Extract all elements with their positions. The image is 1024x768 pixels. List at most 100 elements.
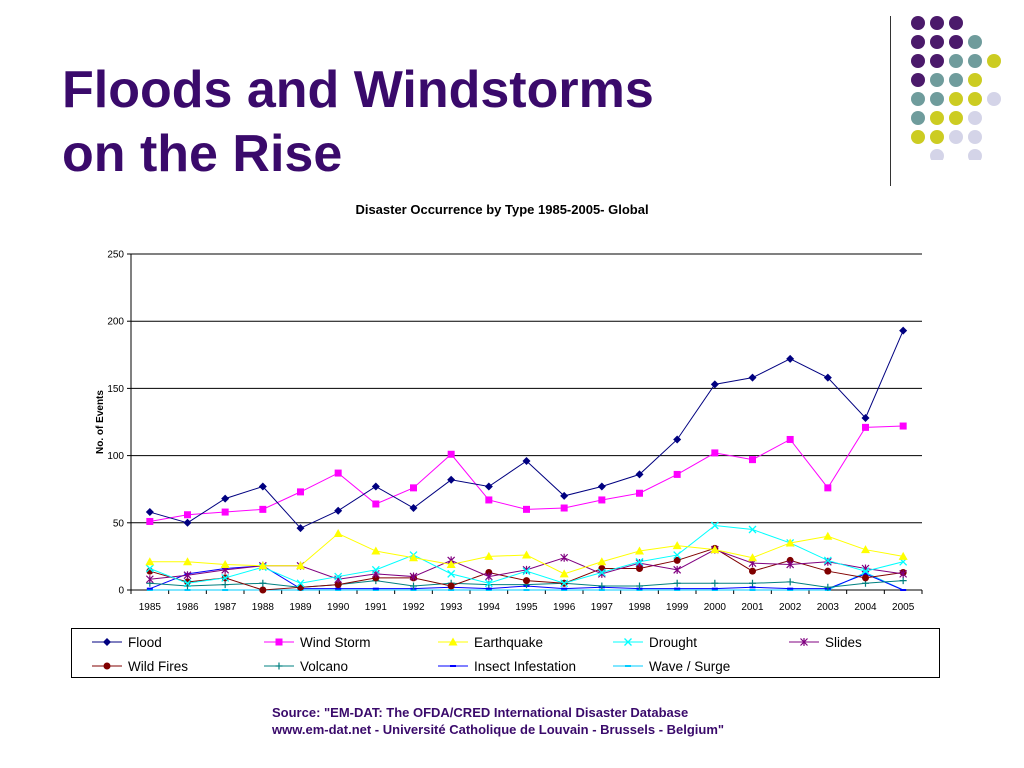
data-point bbox=[484, 572, 493, 581]
data-point bbox=[484, 551, 494, 560]
data-point bbox=[183, 518, 192, 527]
decorative-dot bbox=[930, 149, 944, 160]
line-chart: 0 50 100 150 200 250 1985 1986 1987 1988 1989 1990 1… bbox=[95, 250, 923, 613]
decorative-dot bbox=[930, 130, 944, 144]
data-point bbox=[786, 578, 794, 586]
data-point bbox=[711, 589, 718, 591]
legend-item: Wave / Surge bbox=[613, 656, 730, 676]
data-point bbox=[824, 567, 832, 575]
x-tick-label: 1986 bbox=[176, 602, 199, 613]
data-point bbox=[636, 489, 643, 497]
data-point bbox=[183, 579, 192, 588]
data-point bbox=[259, 505, 267, 513]
data-point bbox=[899, 569, 908, 578]
legend-item: Wind Storm bbox=[264, 632, 371, 652]
x-tick-label: 1985 bbox=[139, 602, 162, 613]
legend-item: Drought bbox=[613, 632, 697, 652]
y-tick-label: 150 bbox=[107, 384, 124, 395]
data-point bbox=[334, 506, 343, 515]
source-line-2: www.em-dat.net - Université Catholique d… bbox=[272, 722, 725, 737]
decorative-dot bbox=[911, 35, 925, 49]
legend-label: Flood bbox=[128, 634, 162, 650]
data-point bbox=[485, 496, 493, 504]
data-point bbox=[409, 572, 418, 581]
decorative-dot bbox=[968, 54, 982, 68]
legend-swatch bbox=[438, 637, 468, 646]
legend-label: Drought bbox=[649, 634, 698, 650]
data-point bbox=[485, 589, 492, 591]
data-point bbox=[560, 579, 569, 588]
data-point bbox=[635, 470, 644, 479]
decorative-dot bbox=[911, 92, 925, 106]
data-point bbox=[597, 569, 606, 578]
legend-swatch bbox=[613, 665, 643, 667]
data-point bbox=[674, 589, 681, 591]
data-point bbox=[862, 571, 869, 574]
decorative-dot bbox=[949, 92, 963, 106]
x-tick-label: 1991 bbox=[365, 602, 388, 613]
data-point bbox=[711, 579, 719, 587]
data-point bbox=[220, 559, 230, 568]
x-tick-label: 1987 bbox=[214, 602, 237, 613]
data-point bbox=[561, 589, 568, 591]
data-point bbox=[674, 587, 681, 590]
decorative-dot bbox=[930, 73, 944, 87]
data-point bbox=[900, 589, 907, 591]
data-point bbox=[823, 373, 832, 382]
x-tick-label: 2003 bbox=[817, 602, 840, 613]
data-point bbox=[711, 449, 719, 457]
decorative-dot bbox=[911, 111, 925, 125]
data-point bbox=[523, 577, 530, 585]
data-point bbox=[824, 484, 832, 492]
decorative-dot bbox=[911, 130, 925, 144]
data-point bbox=[861, 413, 870, 422]
data-point bbox=[636, 564, 643, 572]
x-tick-label: 1990 bbox=[327, 602, 350, 613]
data-point bbox=[899, 422, 907, 430]
data-point bbox=[296, 579, 305, 588]
decorative-dot bbox=[930, 92, 944, 106]
data-point bbox=[710, 521, 719, 530]
data-point bbox=[447, 450, 455, 458]
data-point bbox=[786, 560, 795, 569]
data-point bbox=[673, 551, 682, 560]
data-point bbox=[447, 475, 456, 484]
data-point bbox=[636, 589, 643, 591]
data-point bbox=[560, 553, 569, 562]
data-point bbox=[146, 517, 154, 525]
data-point bbox=[372, 587, 379, 590]
x-tick-label: 1996 bbox=[553, 602, 576, 613]
data-point bbox=[749, 456, 756, 464]
data-point bbox=[409, 504, 418, 513]
x-tick-label: 1995 bbox=[515, 602, 538, 613]
decorative-dot bbox=[968, 92, 982, 106]
data-point bbox=[522, 550, 531, 559]
data-point bbox=[749, 589, 756, 591]
x-tick-label: 1997 bbox=[591, 602, 614, 613]
data-point bbox=[484, 482, 493, 491]
data-point bbox=[184, 578, 191, 586]
data-point bbox=[523, 505, 530, 513]
data-point bbox=[222, 589, 229, 591]
legend-swatch bbox=[789, 638, 819, 646]
decorative-dot bbox=[968, 111, 982, 125]
decorative-dot bbox=[911, 73, 925, 87]
x-tick-label: 2005 bbox=[892, 602, 915, 613]
data-point bbox=[410, 582, 417, 590]
data-point bbox=[334, 581, 342, 589]
x-tick-label: 1992 bbox=[402, 602, 425, 613]
data-point bbox=[749, 567, 756, 575]
legend-item: Volcano bbox=[264, 656, 348, 676]
x-tick-label: 1999 bbox=[666, 602, 689, 613]
data-point bbox=[862, 572, 869, 575]
data-point bbox=[221, 581, 229, 589]
data-point bbox=[899, 577, 907, 585]
data-point bbox=[296, 561, 305, 570]
data-point bbox=[447, 569, 456, 578]
series-earthquake bbox=[145, 529, 908, 578]
series-drought bbox=[145, 521, 908, 588]
x-tick-label: 2004 bbox=[854, 602, 877, 613]
data-point bbox=[485, 581, 493, 589]
data-point bbox=[259, 586, 267, 594]
data-point bbox=[410, 589, 417, 591]
